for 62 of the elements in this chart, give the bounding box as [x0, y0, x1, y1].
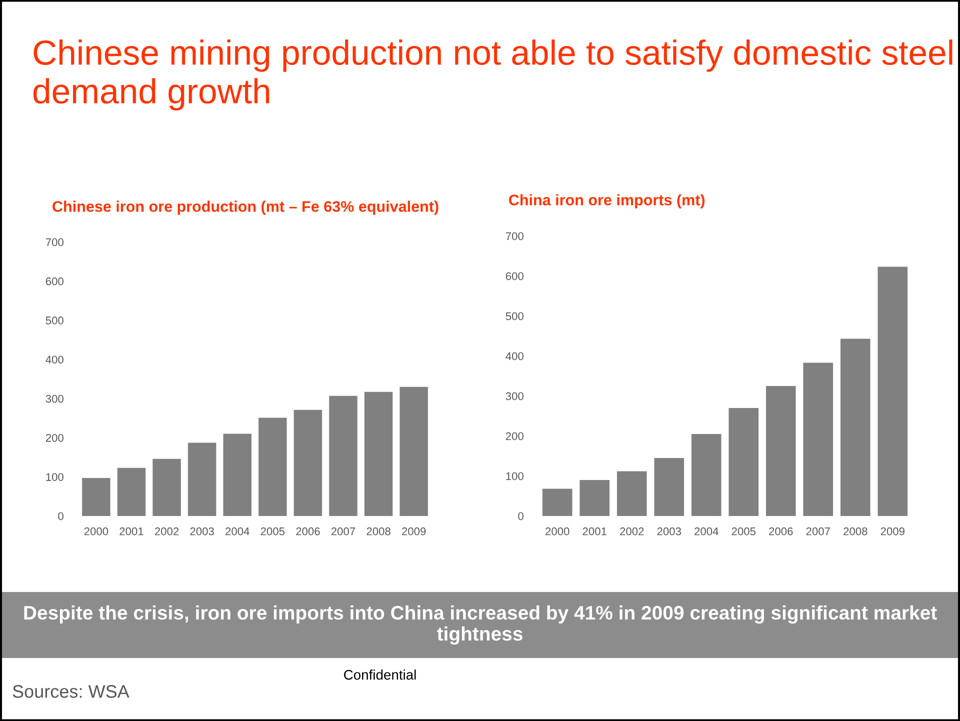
y-tick-label: 400: [506, 352, 524, 360]
x-tick-label: 2009: [880, 527, 904, 536]
y-tick-label: 0: [518, 512, 524, 520]
chart-title: Chinese iron ore production (mt – Fe 63% equivalent): [52, 200, 438, 215]
bar: [188, 442, 216, 516]
bar: [223, 434, 252, 516]
text: Confidential: [344, 670, 416, 680]
x-tick-label: 2003: [190, 527, 214, 536]
y-tick-label: 300: [506, 392, 524, 400]
bar: [294, 410, 322, 516]
x-tick-label: 2008: [844, 527, 868, 536]
y-tick-label: 700: [506, 232, 524, 240]
x-tick-label: 2006: [769, 527, 793, 536]
bar: [580, 480, 610, 516]
y-tick-label: 0: [58, 512, 64, 520]
x-tick-label: 2000: [84, 527, 108, 536]
x-tick-label: 2001: [582, 527, 606, 536]
x-tick-label: 2002: [154, 527, 179, 536]
bar: [364, 392, 393, 516]
source-note: Sources: WSA: [12, 685, 130, 698]
bar: [803, 362, 834, 516]
y-tick-label: 200: [46, 434, 64, 442]
bar: [654, 458, 684, 516]
x-tick-label: 2004: [226, 527, 250, 536]
y-tick-label: 600: [506, 272, 524, 280]
x-tick-label: 2008: [366, 527, 390, 536]
x-tick-label: 2005: [260, 527, 285, 536]
bar: [766, 386, 796, 516]
x-tick-label: 2001: [120, 527, 144, 536]
x-tick-label: 2009: [402, 527, 426, 536]
text: Despite the crisis, iron ore imports into China increased by 41% in 2009 creating significant market tightness: [24, 605, 937, 645]
bar: [728, 408, 759, 516]
bar: [542, 488, 572, 516]
bar: [117, 468, 146, 516]
text: Chinese mining production not able to satisfy domestic steel demand growth: [33, 39, 952, 111]
x-tick-label: 2005: [732, 527, 756, 536]
bar: [258, 418, 287, 516]
x-tick-label: 2000: [546, 527, 570, 536]
x-tick-label: 2002: [620, 527, 644, 536]
x-tick-label: 2007: [331, 527, 356, 536]
y-tick-label: 500: [46, 316, 64, 324]
bar: [82, 478, 110, 516]
y-tick-label: 200: [506, 432, 524, 440]
bar: [152, 458, 181, 516]
bar: [878, 266, 908, 516]
bar: [400, 386, 428, 516]
y-tick-label: 600: [46, 277, 64, 286]
x-tick-label: 2004: [694, 527, 718, 536]
y-tick-label: 100: [506, 472, 524, 480]
bar: [691, 434, 722, 516]
y-tick-label: 400: [46, 356, 64, 364]
x-tick-label: 2006: [296, 527, 320, 536]
x-tick-label: 2007: [806, 527, 830, 536]
y-tick-label: 300: [46, 394, 64, 403]
bar: [329, 396, 358, 516]
bar: [616, 471, 647, 516]
y-tick-label: 100: [46, 473, 64, 481]
y-tick-label: 500: [506, 312, 524, 320]
chart-title: China iron ore imports (mt): [509, 194, 705, 208]
x-tick-label: 2003: [657, 527, 681, 536]
y-tick-label: 700: [46, 238, 64, 246]
bar: [840, 338, 870, 516]
